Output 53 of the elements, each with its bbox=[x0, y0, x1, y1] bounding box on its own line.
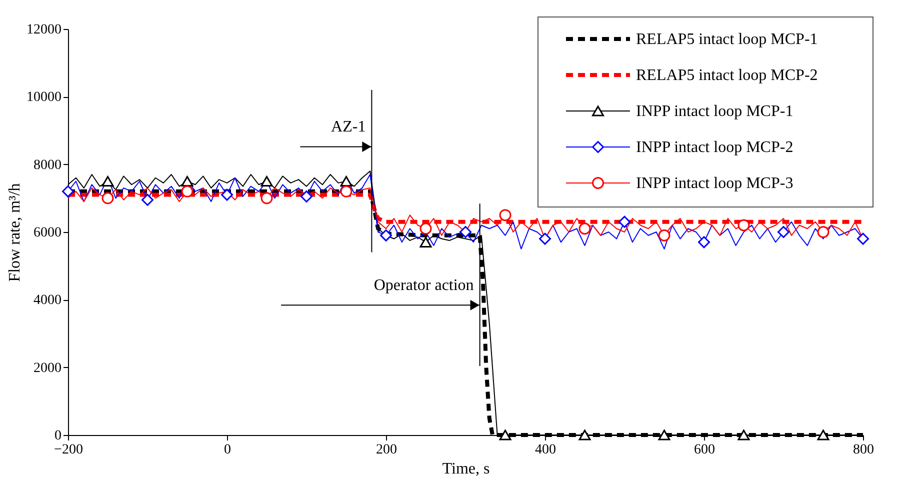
ref-line-label: AZ-1 bbox=[331, 118, 366, 136]
x-axis-title: Time, s bbox=[442, 460, 490, 478]
point bbox=[618, 216, 630, 228]
legend-label: INPP intact loop MCP-2 bbox=[636, 139, 794, 156]
point bbox=[857, 232, 869, 245]
point bbox=[578, 430, 591, 440]
point bbox=[698, 236, 710, 248]
point bbox=[181, 176, 194, 187]
legend-label: INPP intact loop MCP-1 bbox=[636, 103, 794, 120]
point bbox=[460, 226, 472, 238]
point bbox=[62, 185, 74, 198]
point bbox=[420, 222, 432, 235]
y-axis-title: Flow rate, m³/h bbox=[6, 183, 24, 282]
ref-line-label: Operator action bbox=[374, 277, 474, 294]
x-tick-label: 600 bbox=[694, 442, 715, 458]
point bbox=[260, 176, 273, 187]
point bbox=[221, 188, 233, 201]
point bbox=[778, 226, 790, 238]
point bbox=[499, 209, 512, 222]
x-tick-label: −200 bbox=[54, 442, 83, 458]
x-tick-label: 0 bbox=[224, 442, 231, 458]
point bbox=[102, 176, 114, 187]
legend-label: RELAP5 intact loop MCP-1 bbox=[636, 31, 818, 48]
point bbox=[340, 176, 352, 187]
x-tick-label: 800 bbox=[853, 442, 874, 458]
point bbox=[340, 185, 352, 198]
point bbox=[817, 430, 830, 440]
point bbox=[738, 430, 750, 440]
legend-label: INPP intact loop MCP-3 bbox=[636, 175, 794, 192]
y-tick-label: 2000 bbox=[34, 360, 62, 376]
y-tick-label: 0 bbox=[54, 428, 62, 444]
point bbox=[181, 185, 194, 198]
point bbox=[578, 222, 591, 235]
point bbox=[499, 430, 512, 440]
point bbox=[539, 232, 551, 245]
point bbox=[658, 229, 670, 242]
y-tick-label: 10000 bbox=[26, 90, 62, 106]
point bbox=[738, 219, 750, 232]
point bbox=[300, 190, 312, 202]
y-tick-label: 8000 bbox=[34, 158, 62, 173]
point bbox=[420, 236, 432, 248]
y-tick-label: 12000 bbox=[26, 22, 62, 38]
point bbox=[102, 192, 114, 204]
y-tick-label: 4000 bbox=[34, 293, 62, 308]
point bbox=[658, 430, 670, 440]
point bbox=[260, 192, 273, 204]
point bbox=[817, 226, 830, 238]
y-tick-label: 6000 bbox=[34, 226, 62, 240]
legend-label: RELAP5 intact loop MCP-2 bbox=[636, 67, 818, 84]
x-tick-label: 200 bbox=[376, 442, 397, 458]
x-tick-label: 400 bbox=[535, 442, 556, 458]
point bbox=[380, 229, 392, 242]
point bbox=[142, 194, 154, 206]
